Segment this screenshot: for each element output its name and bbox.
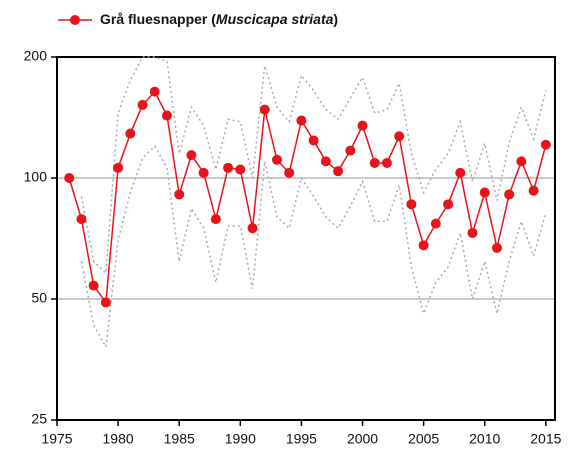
data-point <box>540 139 551 150</box>
data-point <box>64 173 75 183</box>
data-point <box>406 199 417 210</box>
data-point <box>247 223 258 234</box>
x-tick-label: 1980 <box>103 431 134 447</box>
data-point <box>186 150 197 161</box>
y-tick-label: 100 <box>24 169 48 185</box>
data-point <box>418 240 429 251</box>
x-tick-label: 1990 <box>225 431 256 447</box>
data-point <box>430 218 441 229</box>
y-tick-label: 25 <box>31 411 47 427</box>
x-tick-label: 2005 <box>408 431 439 447</box>
data-point <box>210 214 221 225</box>
data-point <box>223 162 234 173</box>
data-point <box>113 162 124 173</box>
data-point <box>284 167 295 178</box>
data-point <box>516 156 527 167</box>
data-point <box>381 157 392 168</box>
data-point <box>149 86 160 97</box>
confidence-line <box>80 56 547 275</box>
data-point <box>491 242 502 253</box>
data-point <box>88 280 99 291</box>
data-point <box>443 199 454 210</box>
data-point <box>137 99 148 110</box>
data-point <box>76 214 87 225</box>
data-point <box>369 157 380 168</box>
data-point <box>271 154 282 165</box>
data-point <box>333 166 344 177</box>
series-line <box>68 90 547 305</box>
data-point <box>125 128 136 139</box>
data-point <box>161 110 172 121</box>
data-point <box>394 131 405 142</box>
data-point <box>357 120 368 131</box>
legend-label: Grå fluesnapper (Muscicapa striata) <box>100 11 338 27</box>
x-tick-label: 2015 <box>530 431 561 447</box>
x-tick-label: 1995 <box>286 431 317 447</box>
data-point <box>308 135 319 146</box>
y-tick-label: 50 <box>31 290 47 306</box>
data-point <box>467 227 478 238</box>
x-tick-label: 1975 <box>41 431 72 447</box>
legend-marker <box>70 15 80 25</box>
data-point <box>174 189 185 200</box>
data-point <box>479 187 490 198</box>
data-point <box>296 115 307 126</box>
data-point <box>504 189 515 200</box>
data-point <box>259 104 270 115</box>
y-tick-label: 200 <box>24 48 48 64</box>
data-point <box>198 167 209 178</box>
data-point <box>320 156 331 167</box>
x-tick-label: 2000 <box>347 431 378 447</box>
plot-frame <box>56 56 556 421</box>
x-tick-label: 2010 <box>469 431 500 447</box>
x-tick-label: 1985 <box>164 431 195 447</box>
data-point <box>100 297 111 308</box>
data-point <box>455 167 466 178</box>
data-point <box>345 145 356 156</box>
data-point <box>235 164 246 175</box>
confidence-line <box>80 144 547 350</box>
data-point <box>528 185 539 196</box>
